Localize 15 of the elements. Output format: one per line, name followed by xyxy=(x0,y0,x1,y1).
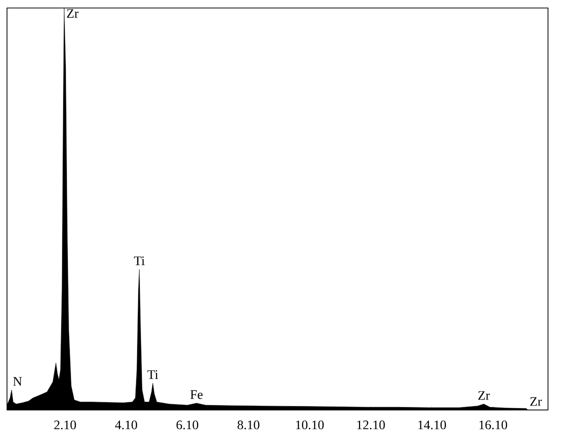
x-tick-label: 14.10 xyxy=(418,420,446,430)
x-tick-label: 16.10 xyxy=(480,420,508,430)
annotation: Ti xyxy=(147,370,158,379)
annotation: Zr xyxy=(478,391,490,400)
x-tick-label: 12.10 xyxy=(357,420,385,430)
x-tick-label: 10.10 xyxy=(296,420,324,430)
x-tick-label: 6.10 xyxy=(176,420,198,430)
x-tick-label: 8.10 xyxy=(238,420,260,430)
x-tick-label: 2.10 xyxy=(54,420,76,430)
annotation: Ti xyxy=(134,256,145,266)
annotation: Zr xyxy=(66,9,79,18)
x-tick-label: 4.10 xyxy=(115,420,138,430)
annotation: N xyxy=(13,377,22,386)
annotation: Zr xyxy=(530,397,542,406)
annotation: Fe xyxy=(190,390,203,399)
